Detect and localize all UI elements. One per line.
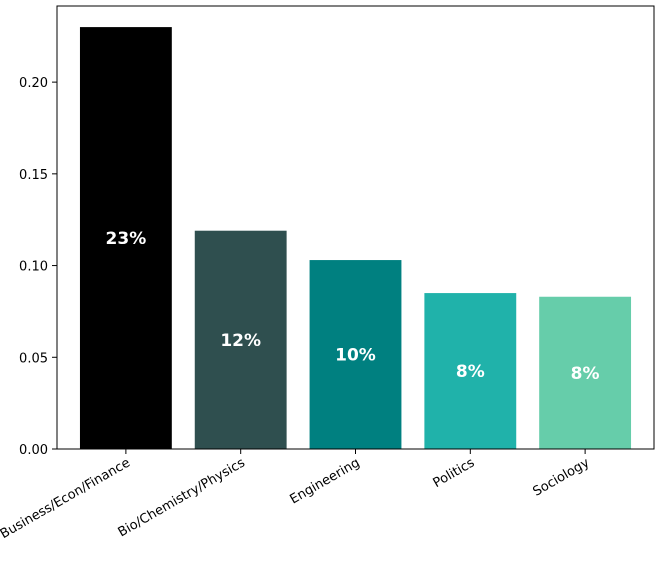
bars-group	[79, 27, 632, 449]
plot-frame	[56, 5, 655, 450]
y-tick-label: 0.05	[19, 351, 48, 366]
bar-business-econ-finance	[79, 27, 172, 449]
bar-bio-chemistry-physics	[194, 230, 287, 449]
bar-sociology	[539, 296, 632, 449]
y-tick-label: 0.20	[19, 76, 48, 91]
x-tick-label: Engineering	[287, 455, 362, 507]
bar-data-label: 8%	[571, 364, 600, 384]
bar-data-label: 10%	[335, 346, 376, 366]
y-tick-label: 0.00	[19, 443, 48, 458]
bar-data-labels: 23% 12% 10% 8% 8%	[106, 229, 600, 384]
x-tick-label: Business/Econ/Finance	[0, 455, 133, 542]
y-tick-label: 0.10	[19, 260, 48, 275]
x-tick-label: Sociology	[531, 455, 593, 499]
x-tick-label: Politics	[431, 455, 478, 491]
y-axis: 0.00 0.05 0.10 0.15 0.20	[19, 76, 57, 458]
x-axis: Business/Econ/FinanceBio/Chemistry/Physi…	[0, 449, 592, 542]
y-tick-label: 0.15	[19, 168, 48, 183]
bar-data-label: 12%	[220, 331, 261, 351]
bar-data-label: 23%	[106, 229, 147, 249]
bar-engineering	[309, 260, 402, 449]
x-tick-label: Bio/Chemistry/Physics	[116, 455, 248, 540]
bar-politics	[424, 293, 517, 449]
bar-data-label: 8%	[456, 362, 485, 382]
